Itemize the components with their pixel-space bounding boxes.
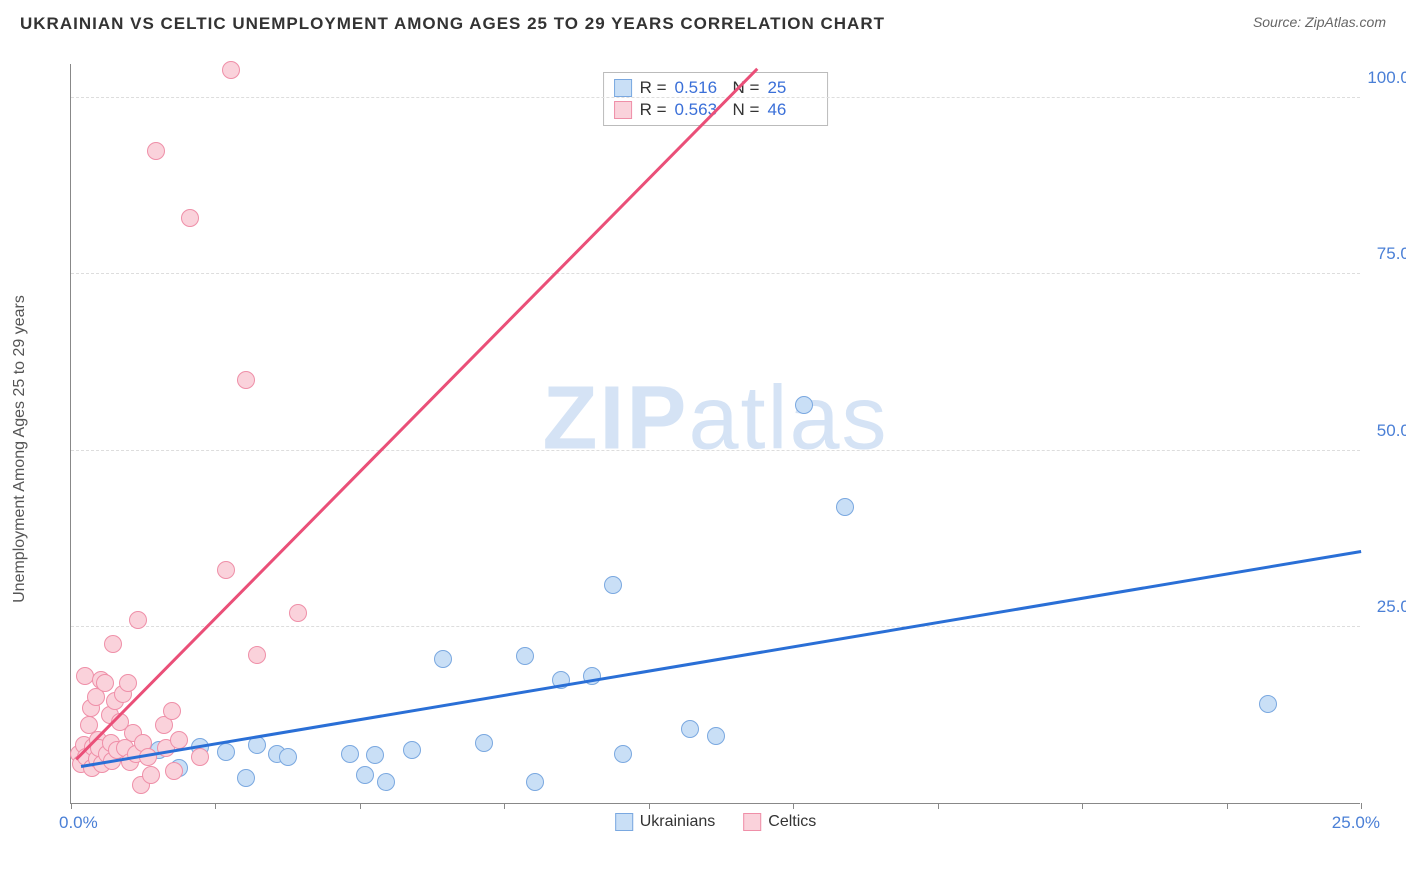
scatter-point [170, 731, 188, 749]
stats-row: R =0.516N =25 [614, 77, 818, 99]
source-label: Source: ZipAtlas.com [1253, 14, 1386, 30]
y-tick-label: 50.0% [1377, 421, 1406, 441]
watermark: ZIPatlas [542, 367, 888, 470]
scatter-point [217, 561, 235, 579]
x-tick [1227, 803, 1228, 809]
scatter-point [289, 604, 307, 622]
gridline [71, 450, 1360, 451]
scatter-point [237, 769, 255, 787]
scatter-point [836, 498, 854, 516]
x-max-label: 25.0% [1332, 813, 1380, 833]
header: UKRAINIAN VS CELTIC UNEMPLOYMENT AMONG A… [0, 0, 1406, 42]
trend-line [75, 68, 758, 760]
gridline [71, 626, 1360, 627]
r-label: R = [640, 78, 667, 98]
scatter-point [222, 61, 240, 79]
scatter-point [614, 745, 632, 763]
x-origin-label: 0.0% [59, 813, 98, 833]
legend-label: Celtics [768, 813, 816, 831]
scatter-point [104, 635, 122, 653]
scatter-point [403, 741, 421, 759]
scatter-point [237, 371, 255, 389]
scatter-point [707, 727, 725, 745]
correlation-stats-box: R =0.516N =25R =0.563N =46 [603, 72, 829, 126]
scatter-point [795, 396, 813, 414]
chart-container: Unemployment Among Ages 25 to 29 years Z… [50, 54, 1388, 844]
y-axis-label: Unemployment Among Ages 25 to 29 years [11, 295, 29, 603]
legend-item: Ukrainians [615, 813, 716, 831]
scatter-point [604, 576, 622, 594]
x-tick [793, 803, 794, 809]
gridline [71, 97, 1360, 98]
scatter-point [248, 646, 266, 664]
scatter-point [165, 762, 183, 780]
legend-item: Celtics [743, 813, 816, 831]
swatch-icon [614, 101, 632, 119]
scatter-point [181, 209, 199, 227]
scatter-point [356, 766, 374, 784]
scatter-point [434, 650, 452, 668]
scatter-point [1259, 695, 1277, 713]
r-label: R = [640, 100, 667, 120]
scatter-point [147, 142, 165, 160]
scatter-point [475, 734, 493, 752]
scatter-point [377, 773, 395, 791]
scatter-point [681, 720, 699, 738]
y-tick-label: 100.0% [1367, 68, 1406, 88]
x-tick [649, 803, 650, 809]
legend-label: Ukrainians [640, 813, 716, 831]
scatter-point [96, 674, 114, 692]
plot-area: ZIPatlas 0.0% 25.0% R =0.516N =25R =0.56… [70, 64, 1360, 804]
scatter-point [163, 702, 181, 720]
gridline [71, 273, 1360, 274]
scatter-point [526, 773, 544, 791]
n-value: 25 [767, 78, 817, 98]
x-tick [504, 803, 505, 809]
scatter-point [217, 743, 235, 761]
swatch-icon [743, 813, 761, 831]
x-tick [71, 803, 72, 809]
scatter-point [119, 674, 137, 692]
swatch-icon [615, 813, 633, 831]
chart-title: UKRAINIAN VS CELTIC UNEMPLOYMENT AMONG A… [20, 14, 885, 34]
swatch-icon [614, 79, 632, 97]
scatter-point [366, 746, 384, 764]
n-label: N = [733, 100, 760, 120]
x-tick [938, 803, 939, 809]
scatter-point [516, 647, 534, 665]
n-value: 46 [767, 100, 817, 120]
x-tick [360, 803, 361, 809]
scatter-point [279, 748, 297, 766]
y-tick-label: 25.0% [1377, 597, 1406, 617]
scatter-point [191, 748, 209, 766]
x-tick [215, 803, 216, 809]
x-tick [1082, 803, 1083, 809]
r-value: 0.516 [675, 78, 725, 98]
scatter-point [142, 766, 160, 784]
scatter-point [341, 745, 359, 763]
x-tick [1361, 803, 1362, 809]
scatter-point [129, 611, 147, 629]
legend: Ukrainians Celtics [615, 813, 817, 831]
y-tick-label: 75.0% [1377, 244, 1406, 264]
